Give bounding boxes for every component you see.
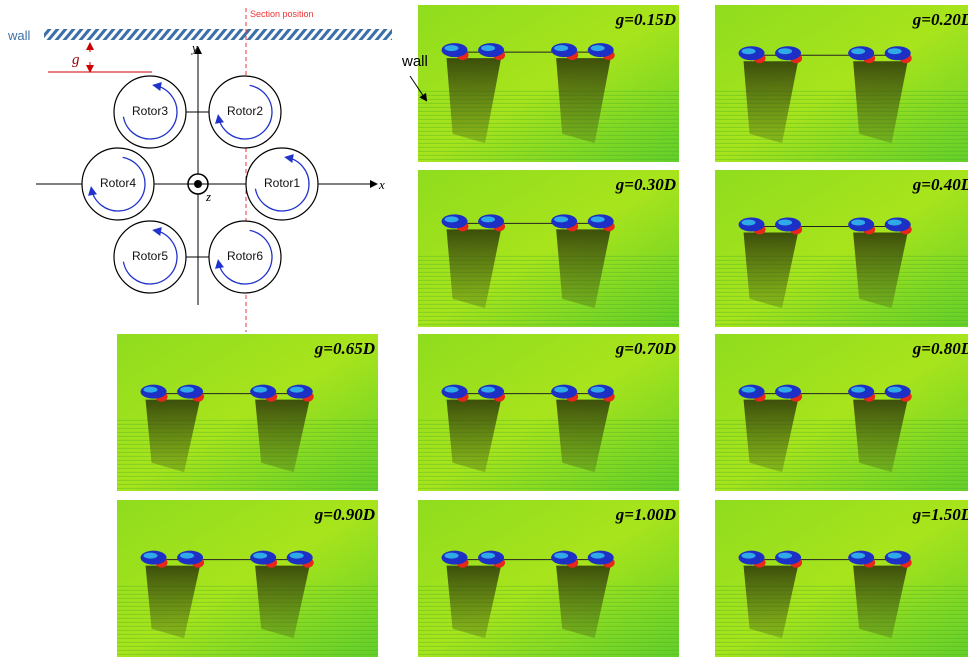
blade-tip-cyan — [290, 387, 304, 393]
blade-tip-cyan — [481, 45, 495, 51]
flow-panel: g=1.50D — [715, 500, 968, 657]
rotor-label: Rotor5 — [132, 249, 168, 263]
flow-panel: g=0.90D — [117, 500, 378, 657]
panel-label: g=0.40D — [912, 175, 968, 194]
blade-tip-cyan — [888, 553, 902, 559]
blade-tip-cyan — [144, 553, 158, 559]
rotor-label: Rotor1 — [264, 176, 300, 190]
blade-tip-cyan — [742, 220, 756, 226]
blade-tip-cyan — [591, 387, 605, 393]
blade-tip-cyan — [180, 553, 194, 559]
blade-tip-cyan — [888, 387, 902, 393]
panel-label: g=1.00D — [615, 505, 676, 524]
blade-tip-cyan — [554, 553, 568, 559]
blade-tip-cyan — [591, 216, 605, 222]
rotors: Rotor1 Rotor2 Rotor3 Rotor4 Rotor5 Rotor6 — [82, 76, 318, 293]
axis-label: y — [190, 40, 198, 55]
figure: wall Section position g y x z Rotor1Roto… — [0, 0, 968, 657]
flow-panel: g=0.70D — [418, 334, 679, 491]
blade-tip-cyan — [554, 45, 568, 51]
flow-panel: g=0.20D — [715, 5, 968, 162]
blade-tip-cyan — [253, 553, 267, 559]
panel-label: g=0.20D — [912, 10, 968, 29]
rotor-label: Rotor3 — [132, 104, 168, 118]
flow-panel: g=0.65D — [117, 334, 378, 491]
gap-label: g — [72, 52, 80, 68]
wall-annotation: wall — [401, 53, 428, 70]
blade-tip-cyan — [851, 48, 865, 54]
flow-panel: g=0.15D — [418, 5, 679, 162]
rotor-label: Rotor6 — [227, 249, 263, 263]
blade-tip-cyan — [591, 45, 605, 51]
blade-tip-cyan — [851, 553, 865, 559]
panel-label: g=0.30D — [615, 175, 676, 194]
blade-tip-cyan — [253, 387, 267, 393]
panel-label: g=0.70D — [615, 339, 676, 358]
flow-panel: g=0.30D — [418, 170, 679, 327]
blade-tip-cyan — [888, 220, 902, 226]
blade-tip-cyan — [445, 387, 459, 393]
blade-tip-cyan — [180, 387, 194, 393]
axis-label: x — [378, 177, 385, 192]
blade-tip-cyan — [742, 553, 756, 559]
blade-tip-cyan — [144, 387, 158, 393]
panel-label: g=0.80D — [912, 339, 968, 358]
rotor-label: Rotor2 — [227, 104, 263, 118]
section-label: Section position — [250, 9, 314, 19]
flow-panel: g=0.40D — [715, 170, 968, 327]
blade-tip-cyan — [481, 216, 495, 222]
blade-tip-cyan — [481, 387, 495, 393]
wall-label: wall — [7, 28, 31, 43]
blade-tip-cyan — [554, 387, 568, 393]
blade-tip-cyan — [591, 553, 605, 559]
rotor-label: Rotor4 — [100, 176, 136, 190]
blade-tip-cyan — [851, 220, 865, 226]
blade-tip-cyan — [851, 387, 865, 393]
blade-tip-cyan — [778, 553, 792, 559]
diagram: wall Section position g y x z Rotor1Roto… — [7, 8, 392, 332]
blade-tip-cyan — [778, 48, 792, 54]
blade-tip-cyan — [742, 48, 756, 54]
blade-tip-cyan — [290, 553, 304, 559]
panel-label: g=0.90D — [314, 505, 375, 524]
wall — [44, 29, 392, 40]
blade-tip-cyan — [481, 553, 495, 559]
panel-label: g=0.65D — [314, 339, 375, 358]
flow-panel: g=0.80D — [715, 334, 968, 491]
blade-tip-cyan — [445, 553, 459, 559]
panel-label: g=1.50D — [912, 505, 968, 524]
blade-tip-cyan — [778, 387, 792, 393]
flow-panel: g=1.00D — [418, 500, 679, 657]
blade-tip-cyan — [445, 45, 459, 51]
blade-tip-cyan — [554, 216, 568, 222]
blade-tip-cyan — [778, 220, 792, 226]
panel-label: g=0.15D — [615, 10, 676, 29]
blade-tip-cyan — [888, 48, 902, 54]
blade-tip-cyan — [742, 387, 756, 393]
blade-tip-cyan — [445, 216, 459, 222]
